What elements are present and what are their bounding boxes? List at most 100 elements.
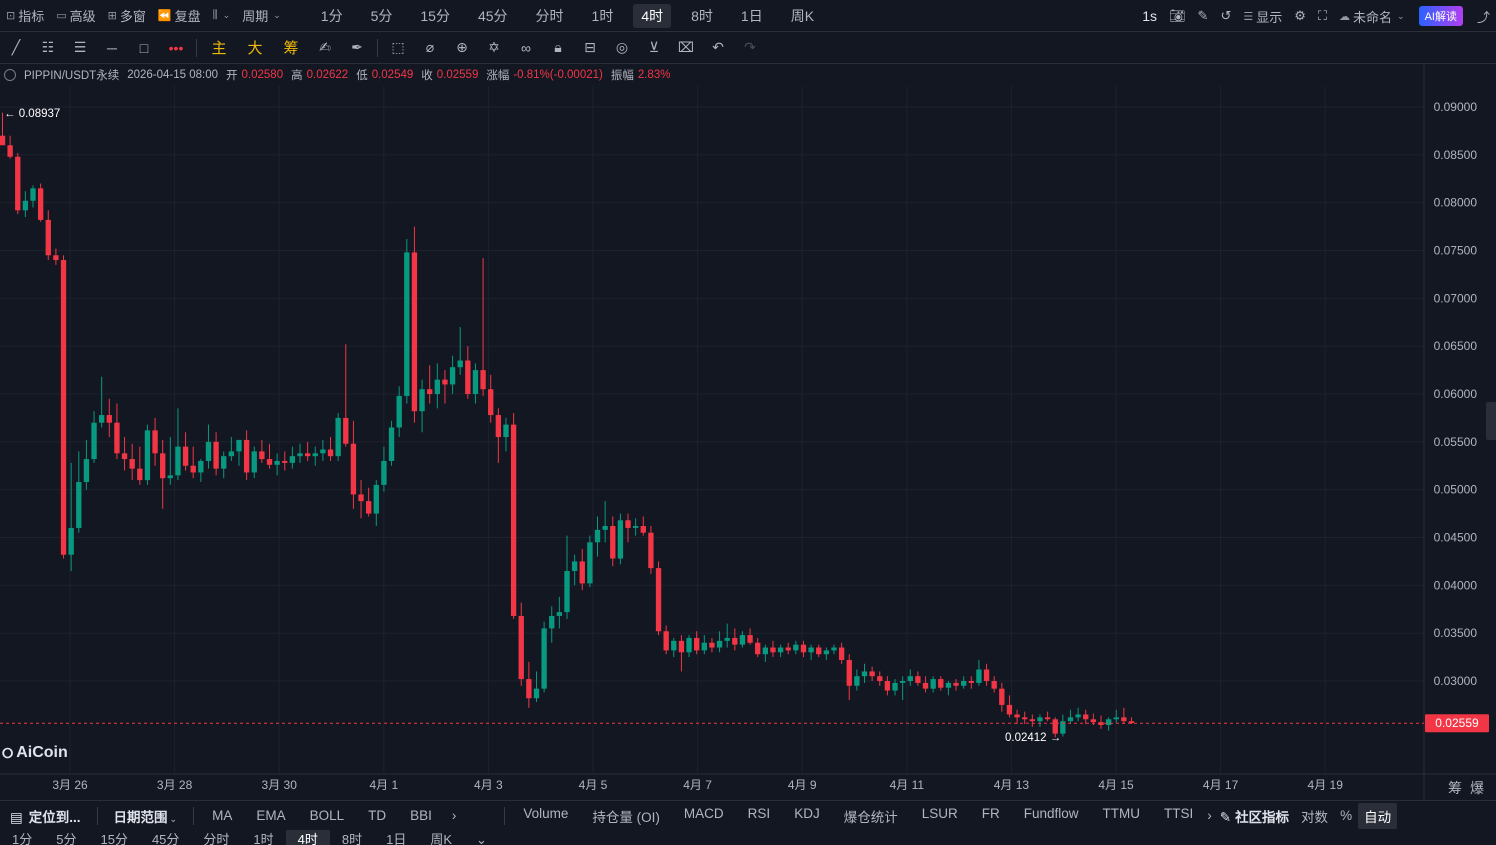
period-tab-2[interactable]: 15分 <box>420 7 450 24</box>
locate-button[interactable]: ▤ 定位到... <box>0 806 91 826</box>
main-indicator-td[interactable]: TD <box>368 808 387 823</box>
period-strip-item-6[interactable]: 4时 <box>285 830 330 845</box>
settings-icon[interactable]: ⚙ <box>1294 8 1306 23</box>
symbol-name: PIPPIN/USDT永续 <box>24 70 120 82</box>
side-panel-handle[interactable] <box>1486 402 1496 440</box>
period-tab-6[interactable]: 4时 <box>633 3 672 28</box>
period-tab-7[interactable]: 8时 <box>691 7 713 24</box>
advanced-button[interactable]: ▭ 高级 <box>50 0 101 32</box>
main-indicator-boll[interactable]: BOLL <box>309 808 345 823</box>
period-strip-item-9[interactable]: 周K <box>430 832 453 845</box>
candle-up <box>388 427 395 461</box>
link-icon[interactable]: ∞ <box>521 39 531 56</box>
main-indicator-ema[interactable]: EMA <box>256 808 286 823</box>
camera-icon[interactable]: 📷︎ <box>1169 8 1186 23</box>
date-range-button[interactable]: 日期范围 ⌄ <box>104 806 188 826</box>
ruler-icon[interactable]: ⌀ <box>425 39 435 55</box>
period-tab-1[interactable]: 5分 <box>370 7 393 24</box>
candle-up <box>823 650 830 655</box>
sub-indicator-2[interactable]: MACD <box>683 805 724 821</box>
horizontal-lines-icon[interactable]: ☰ <box>73 39 87 55</box>
trend-line-icon[interactable]: ╱ <box>11 39 21 55</box>
indicators-button[interactable]: ⊡ 指标 <box>0 0 50 32</box>
chevron-down-icon[interactable]: ⌄ <box>476 832 487 845</box>
horizontal-ray-icon[interactable]: ─ <box>107 39 117 56</box>
chevron-right-icon[interactable]: › <box>451 808 457 823</box>
liquidation-side-label[interactable]: 爆 <box>1470 780 1484 796</box>
period-tab-3[interactable]: 45分 <box>477 7 508 24</box>
sub-indicator-9[interactable]: TTMU <box>1102 805 1141 821</box>
select-icon[interactable]: ⬚ <box>391 39 405 55</box>
sub-indicator-8[interactable]: Fundflow <box>1023 805 1079 821</box>
period-dropdown[interactable]: 周期 ⌄ <box>236 0 287 32</box>
main-force-button[interactable]: 主 <box>211 40 227 57</box>
period-strip-item-2[interactable]: 15分 <box>100 832 128 845</box>
period-strip-item-8[interactable]: 1日 <box>386 832 407 845</box>
period-strip-item-1[interactable]: 5分 <box>56 832 77 845</box>
candlestick-chart[interactable]: 0.09000 0.08500 0.08000 0.07500 0.07000 0.065… <box>0 0 1496 800</box>
candle-down <box>625 520 631 528</box>
period-strip-item-4[interactable]: 分时 <box>203 832 230 845</box>
candle-down <box>518 615 524 680</box>
display-button[interactable]: ☰ 显示 <box>1237 0 1288 32</box>
candle-down <box>465 360 471 394</box>
period-tab-9[interactable]: 周K <box>790 7 815 24</box>
chart-type-button[interactable]: ⫼ ⌄ <box>207 0 237 32</box>
big-order-button[interactable]: 大 <box>247 40 263 57</box>
collapse-icon[interactable] <box>4 69 16 81</box>
auto-scale-button[interactable]: 自动 <box>1358 802 1398 829</box>
log-scale-button[interactable]: 对数 <box>1301 809 1329 825</box>
sub-indicator-0[interactable]: Volume <box>523 805 569 821</box>
sub-indicator-4[interactable]: KDJ <box>794 805 820 821</box>
redo-arrow-icon[interactable]: ↷ <box>744 39 756 55</box>
sub-indicator-3[interactable]: RSI <box>747 805 771 821</box>
replay-button[interactable]: ⏪ 复盘 <box>152 0 207 32</box>
layout-button[interactable]: ☁ 未命名 ⌄ <box>1333 0 1411 32</box>
hide-icon[interactable]: ⊟ <box>584 39 596 55</box>
magnet-icon[interactable]: ✡ <box>488 39 500 55</box>
period-strip-item-5[interactable]: 1时 <box>253 832 274 845</box>
filter-icon[interactable]: ⊻ <box>648 39 660 55</box>
community-indicators-button[interactable]: ✎ 社区指标 <box>1214 806 1295 826</box>
percent-scale-button[interactable]: % <box>1340 808 1353 823</box>
rectangle-icon[interactable]: □ <box>139 39 149 56</box>
interval-button[interactable]: 1s <box>1142 8 1158 24</box>
main-indicator-ma[interactable]: MA <box>212 808 233 823</box>
fullscreen-icon[interactable]: ⛶ <box>1317 8 1328 23</box>
period-tab-8[interactable]: 1日 <box>740 7 763 24</box>
eye-icon[interactable]: ◎ <box>615 39 629 55</box>
sub-indicator-1[interactable]: 持仓量 (OI) <box>592 809 660 825</box>
period-strip-item-7[interactable]: 8时 <box>341 832 363 845</box>
candle-down <box>182 446 189 466</box>
sub-indicator-6[interactable]: LSUR <box>921 805 958 821</box>
zoom-icon[interactable]: ⊕ <box>456 39 468 55</box>
share-icon[interactable]: ⤴ <box>1476 9 1490 25</box>
chips-side-label[interactable]: 筹 <box>1448 780 1462 796</box>
multi-window-button[interactable]: ⊞ 多窗 <box>102 0 152 32</box>
chevron-right-icon[interactable]: › <box>1207 808 1212 823</box>
more-tools-icon[interactable]: ••• <box>168 39 184 56</box>
candle-down <box>999 688 1005 705</box>
sub-indicator-7[interactable]: FR <box>981 805 1000 821</box>
parallel-lines-icon[interactable]: ☷ <box>41 39 55 55</box>
sub-indicator-5[interactable]: 爆仓统计 <box>843 809 898 825</box>
period-dropdown-label: 周期 <box>242 9 269 24</box>
edit-icon[interactable]: ✍ <box>319 39 331 55</box>
period-tab-5[interactable]: 1时 <box>591 7 614 24</box>
trash-icon[interactable]: ⌧ <box>677 39 695 55</box>
lock-icon[interactable]: 🔒︎ <box>554 39 562 55</box>
undo-icon[interactable]: ↺ <box>1220 8 1232 23</box>
candle-down <box>526 679 532 699</box>
undo-arrow-icon[interactable]: ↶ <box>712 39 724 55</box>
period-tab-0[interactable]: 1分 <box>320 7 343 24</box>
candle-down <box>648 532 654 569</box>
period-strip-item-0[interactable]: 1分 <box>12 832 33 845</box>
period-tab-4[interactable]: 分时 <box>535 7 564 24</box>
chips-button[interactable]: 筹 <box>283 40 299 57</box>
brush-icon[interactable]: ✒ <box>351 39 363 55</box>
pencil-icon[interactable]: ✎ <box>1197 8 1209 23</box>
main-indicator-bbi[interactable]: BBI <box>410 808 432 823</box>
sub-indicator-10[interactable]: TTSI <box>1164 805 1194 821</box>
period-strip-item-3[interactable]: 45分 <box>151 832 180 845</box>
ai-interpret-button[interactable]: AI解读 <box>1418 6 1463 26</box>
